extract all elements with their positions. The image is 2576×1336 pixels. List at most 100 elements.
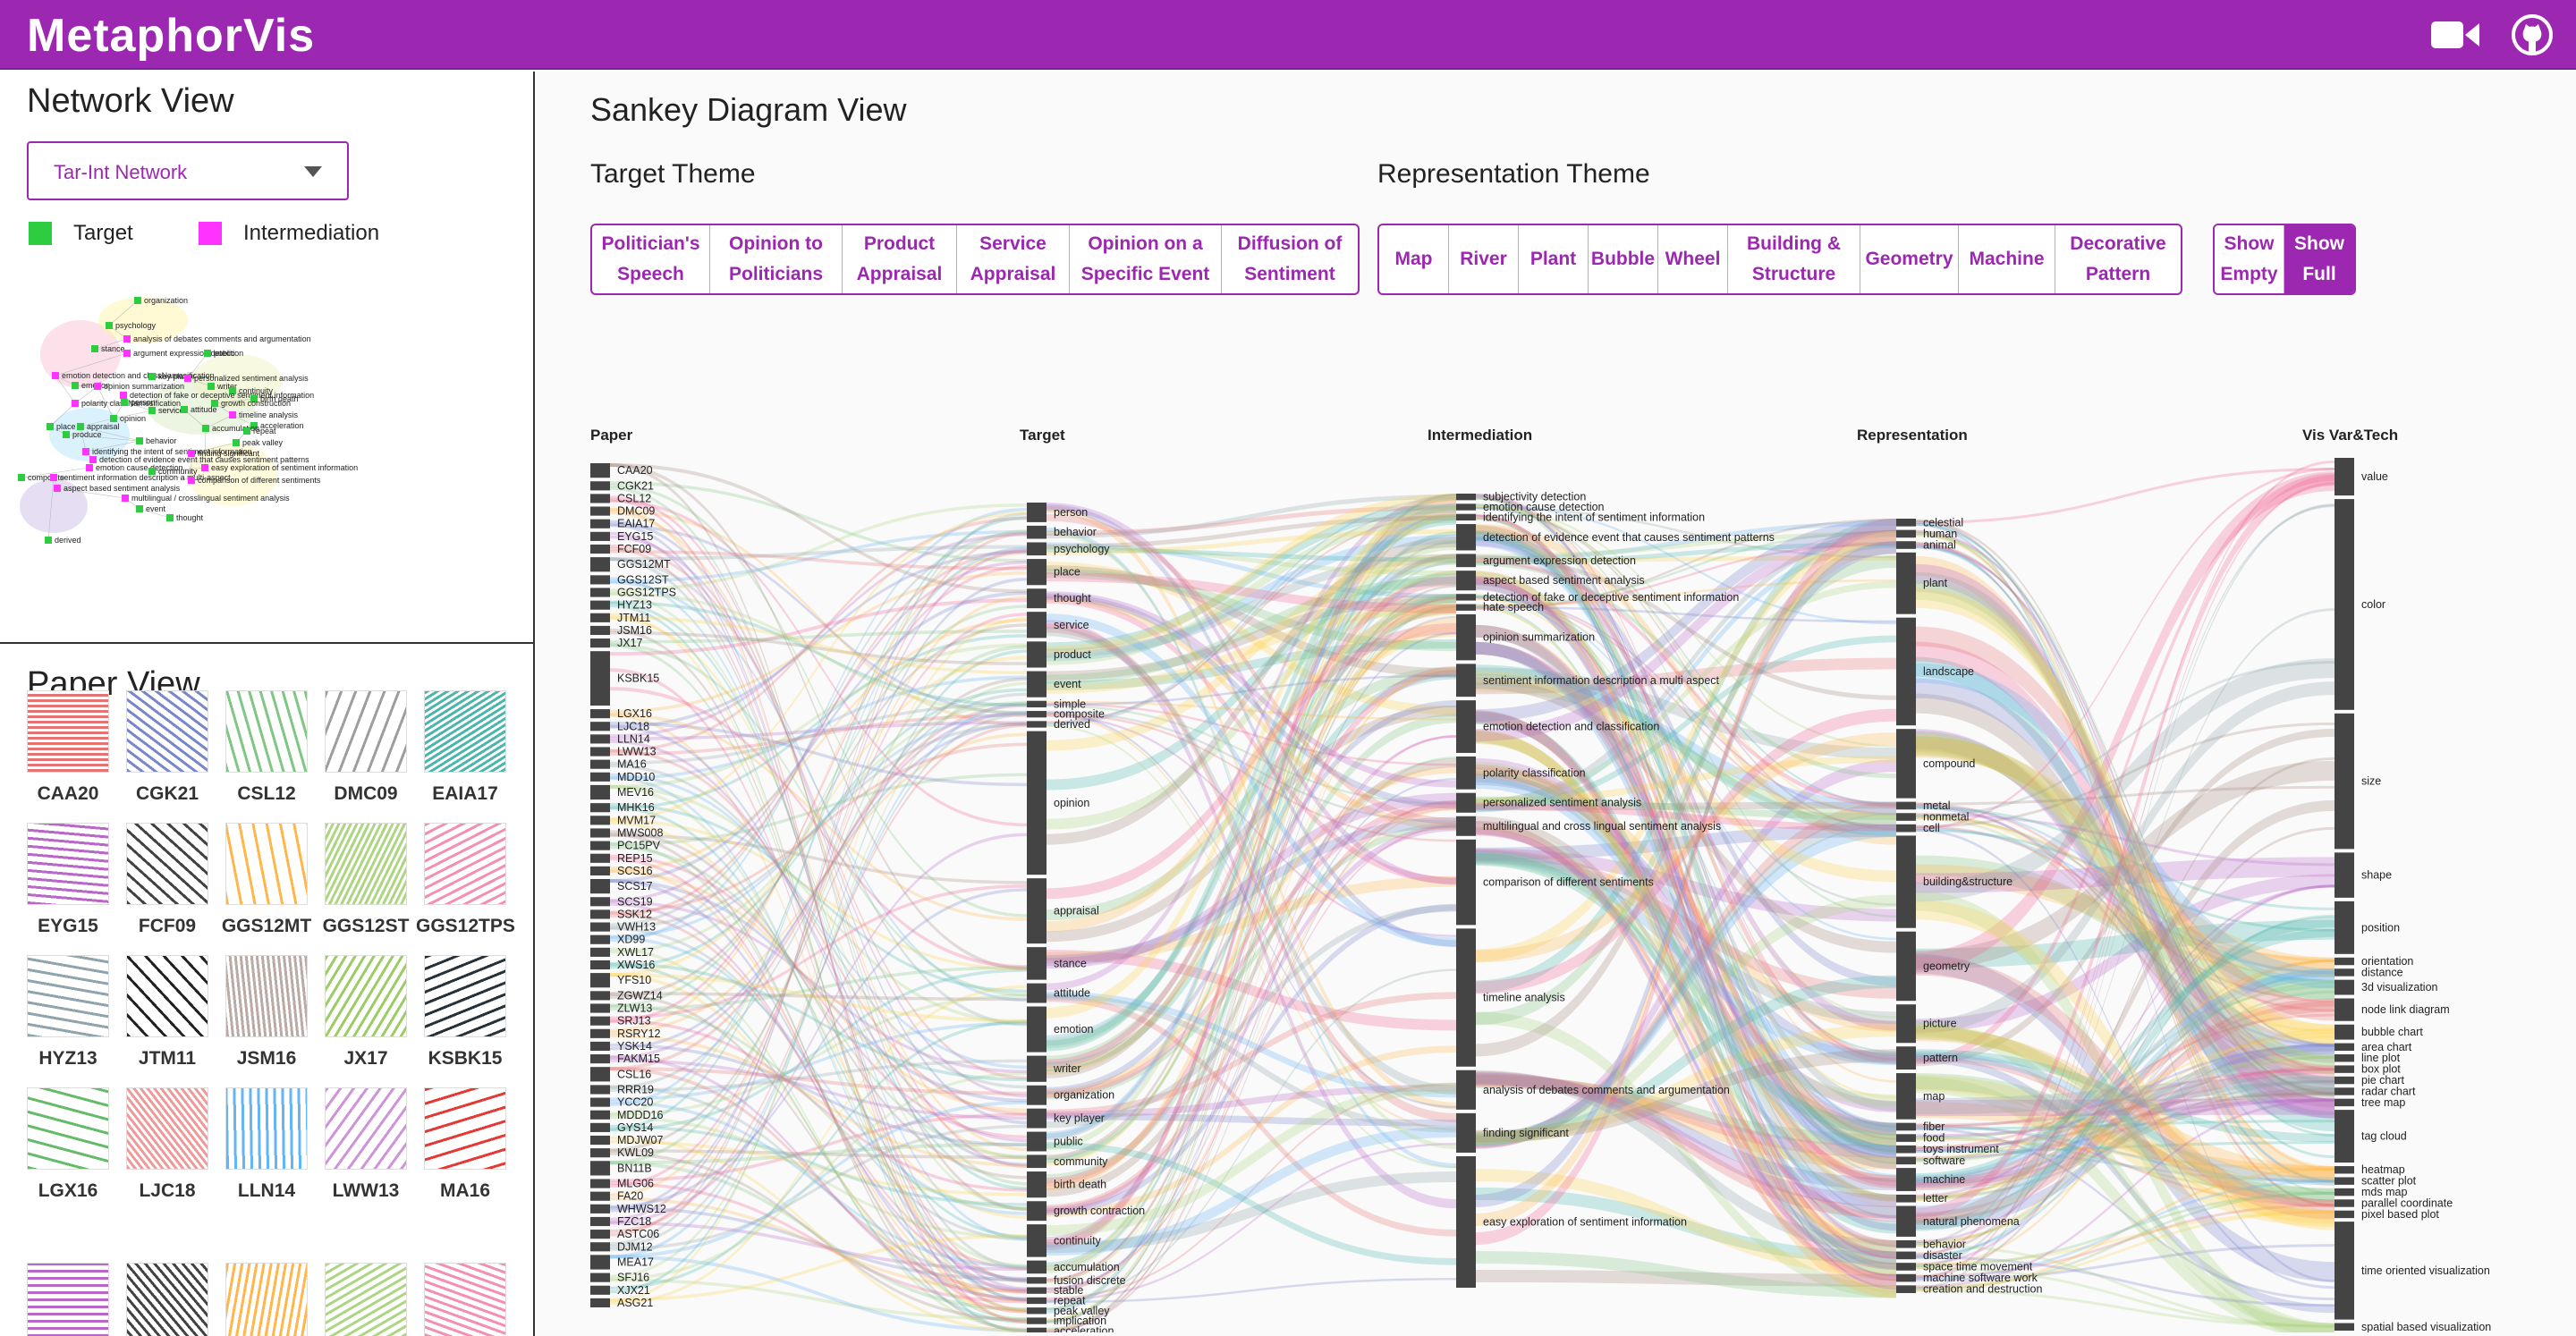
sankey-link[interactable] [1046,638,1456,690]
sankey-node-pixel-based-plot[interactable] [2334,1210,2354,1219]
sankey-link[interactable] [1046,1126,1456,1256]
sankey-node-opinion[interactable] [1027,731,1046,875]
sankey-link[interactable] [610,857,1027,1314]
sankey-node-mev16[interactable] [590,784,610,800]
sankey-node-emotion[interactable] [1027,1006,1046,1053]
sankey-link[interactable] [610,1055,1027,1301]
sankey-link[interactable] [1476,507,1896,807]
sankey-link[interactable] [1916,1191,2334,1290]
sankey-link[interactable] [1916,804,2334,1071]
sankey-node-bn11b[interactable] [590,1161,610,1176]
sankey-link[interactable] [1046,604,1456,694]
sankey-link[interactable] [1476,761,1896,1169]
sankey-link[interactable] [1046,571,1456,1271]
sankey-link[interactable] [610,565,1027,1024]
sankey-link[interactable] [610,985,1027,1306]
sankey-link[interactable] [1916,1092,2334,1149]
sankey-node-behavior[interactable] [1027,525,1046,539]
paper-thumbnail[interactable] [424,1263,506,1336]
sankey-link[interactable] [1476,604,1896,1281]
sankey-link[interactable] [1046,494,1456,1151]
sankey-link[interactable] [1916,732,2334,1075]
sankey-link[interactable] [610,818,1027,971]
sankey-link[interactable] [1046,800,1456,1098]
sankey-node-letter[interactable] [1896,1194,1916,1203]
sankey-node-implication[interactable] [1027,1317,1046,1324]
sankey-link[interactable] [1046,904,1456,1129]
sankey-link[interactable] [1046,571,1456,1166]
sankey-link[interactable] [1916,884,2334,1266]
sankey-link[interactable] [1916,544,2334,1183]
sankey-link[interactable] [610,830,1027,1180]
sankey-node-jsm16[interactable] [590,625,610,636]
sankey-link[interactable] [610,1152,1027,1322]
network-node-writer[interactable] [208,383,215,390]
sankey-link[interactable] [610,742,1027,914]
representation-theme-wheel-button[interactable]: Wheel [1658,225,1728,293]
network-node-derived[interactable] [45,537,52,544]
sankey-link[interactable] [610,866,1027,1303]
sankey-link[interactable] [610,993,1027,1302]
sankey-link[interactable] [610,1142,1027,1165]
sankey-link[interactable] [1476,731,1896,1276]
sankey-link[interactable] [1476,504,1896,818]
sankey-link[interactable] [1046,623,1456,1123]
sankey-link[interactable] [1046,1082,1456,1300]
sankey-node-jx17[interactable] [590,638,610,648]
sankey-link[interactable] [610,677,1027,1152]
network-node-easy-exploration-of-sentiment-information[interactable] [201,464,208,471]
sankey-link[interactable] [1916,1098,2334,1160]
sankey-link[interactable] [1476,1187,1896,1264]
sankey-link[interactable] [610,557,1027,1270]
paper-thumbnail-jsm16[interactable] [225,955,308,1037]
sankey-link[interactable] [610,692,1027,1089]
sankey-link[interactable] [1916,542,2334,1207]
sankey-link[interactable] [610,546,1027,1283]
sankey-link[interactable] [1046,702,1456,766]
sankey-node-plant[interactable] [1896,552,1916,614]
sankey-node-thought[interactable] [1027,588,1046,609]
sankey-link[interactable] [1046,541,1456,1311]
sankey-link[interactable] [1476,516,1896,1247]
sankey-link[interactable] [1476,517,1896,1200]
sankey-link[interactable] [1046,627,1456,1075]
sankey-link[interactable] [1916,959,2334,1201]
sankey-link[interactable] [1476,594,1896,1019]
sankey-link[interactable] [1916,802,2334,1012]
sankey-link[interactable] [1046,539,1456,1049]
sankey-node-fa20[interactable] [590,1191,610,1201]
sankey-link[interactable] [1916,1065,2334,1189]
sankey-node-caa20[interactable] [590,463,610,478]
sankey-link[interactable] [1476,578,1896,1187]
sankey-link[interactable] [1046,515,1456,549]
sankey-link[interactable] [610,966,1027,1010]
representation-theme-plant-button[interactable]: Plant [1519,225,1589,293]
sankey-link[interactable] [610,714,1027,757]
sankey-link[interactable] [610,973,1027,1023]
sankey-link[interactable] [610,888,1027,1209]
sankey-node-cgk21[interactable] [590,481,610,491]
sankey-node-position[interactable] [2334,901,2354,954]
sankey-link[interactable] [1046,503,1456,1139]
sankey-link[interactable] [1916,531,2334,1083]
network-node-emotion-detection-and-classnamesification[interactable] [52,372,59,379]
sankey-link[interactable] [1476,537,1896,1132]
sankey-link[interactable] [1046,514,1456,825]
sankey-node-service[interactable] [1027,612,1046,638]
sankey-link[interactable] [1476,773,1896,1065]
sankey-link[interactable] [1916,914,2334,1259]
sankey-link[interactable] [610,522,1027,1302]
paper-thumbnail-dmc09[interactable] [325,690,407,773]
sankey-node-kwl09[interactable] [590,1148,610,1158]
sankey-link[interactable] [1476,506,1896,831]
sankey-link[interactable] [610,499,1027,827]
sankey-node-metal[interactable] [1896,801,1916,810]
sankey-link[interactable] [1476,571,1896,1202]
sankey-link[interactable] [610,688,1027,969]
sankey-node-hate-speech[interactable] [1456,604,1476,611]
sankey-link[interactable] [1046,875,1456,964]
sankey-link[interactable] [1916,475,2334,1219]
sankey-link[interactable] [1476,577,1896,1231]
sankey-link[interactable] [1476,519,1896,611]
sankey-link[interactable] [610,634,1027,810]
